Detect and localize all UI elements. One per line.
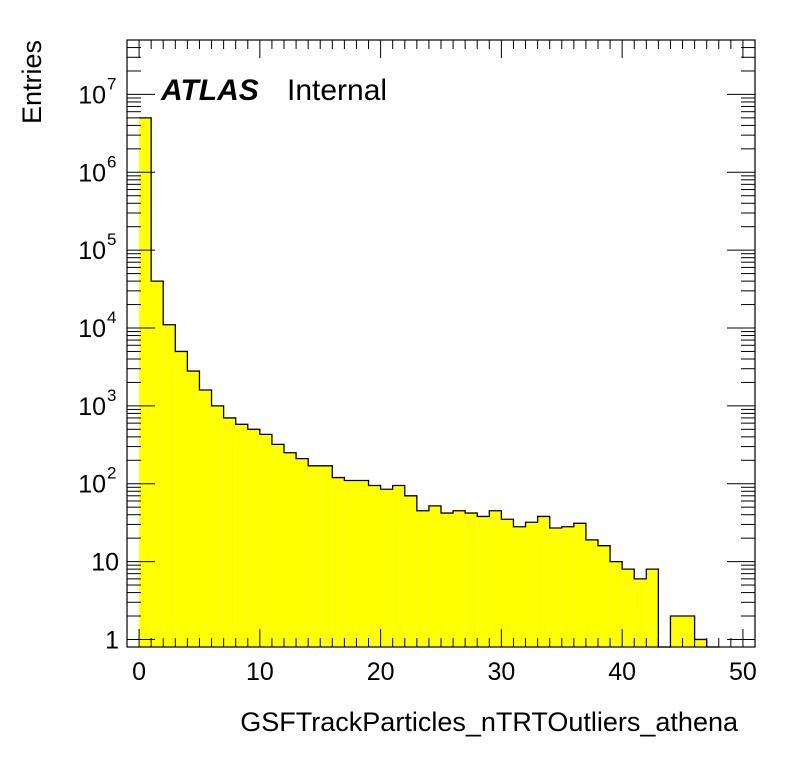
histogram-bar	[247, 429, 260, 647]
histogram-bar	[585, 539, 598, 647]
histogram-bar	[223, 417, 236, 647]
histogram-bar	[175, 351, 188, 647]
y-tick-label: 10	[78, 393, 106, 421]
y-axis-title: Entries	[17, 40, 47, 124]
histogram-bar	[356, 480, 369, 647]
histogram-bar	[284, 452, 297, 647]
x-tick-label: 50	[729, 658, 757, 686]
histogram-bar	[163, 324, 176, 647]
x-tick-label: 40	[608, 658, 636, 686]
histogram-bar	[187, 371, 200, 647]
x-axis-title: GSFTrackParticles_nTRTOutliers_athena	[240, 707, 739, 737]
histogram-bar	[598, 545, 611, 647]
y-tick-exponent: 7	[107, 74, 116, 93]
histogram-bar	[561, 526, 574, 647]
histogram-bar	[320, 465, 333, 647]
histogram-bar	[634, 578, 647, 647]
histogram-bar	[296, 458, 309, 647]
histogram-bar	[199, 389, 212, 647]
atlas-label: ATLAS	[160, 74, 259, 107]
histogram-bar	[332, 477, 345, 647]
histogram-bar	[368, 485, 381, 647]
histogram-bar	[694, 639, 707, 647]
histogram-bar	[489, 510, 502, 647]
histogram-layer	[139, 118, 743, 647]
y-tick-exponent: 6	[107, 152, 116, 171]
y-tick-exponent: 2	[107, 464, 116, 483]
y-tick-label: 10	[78, 81, 106, 109]
histogram-bar	[441, 513, 454, 647]
histogram-bar	[404, 495, 417, 647]
histogram-bar	[259, 434, 272, 647]
plot-frame	[126, 39, 756, 648]
histogram-bar	[525, 522, 538, 647]
y-tick-exponent: 4	[107, 308, 116, 327]
histogram-bar	[682, 616, 695, 647]
internal-label: Internal	[287, 74, 387, 107]
y-tick-label: 10	[78, 471, 106, 499]
x-tick-label: 30	[487, 658, 515, 686]
histogram-bar	[670, 616, 683, 647]
histogram-bar	[453, 510, 466, 647]
x-tick-label: 0	[132, 658, 146, 686]
y-tick-label: 10	[91, 549, 119, 577]
histogram-bar	[549, 528, 562, 647]
histogram-bar	[646, 569, 659, 647]
histogram-bar	[428, 505, 441, 647]
y-tick-exponent: 3	[107, 386, 116, 405]
histogram-bar	[308, 465, 321, 647]
y-tick-label: 10	[78, 237, 106, 265]
histogram-bar	[501, 519, 514, 647]
histogram-bar	[380, 489, 393, 647]
x-tick-label: 10	[246, 658, 274, 686]
histogram-bar	[610, 561, 623, 647]
tick-layer	[127, 39, 755, 647]
histogram-bar	[151, 281, 164, 647]
histogram-bar	[513, 526, 526, 647]
histogram-bar	[211, 405, 224, 647]
y-tick-exponent: 5	[107, 230, 116, 249]
histogram-bar	[392, 485, 405, 647]
histogram-bar	[465, 513, 478, 647]
x-tick-label: 20	[367, 658, 395, 686]
histogram-bar	[573, 523, 586, 647]
histogram-bar	[271, 444, 284, 647]
histogram-bar	[235, 424, 248, 647]
y-tick-label: 10	[78, 159, 106, 187]
histogram-bar	[622, 569, 635, 647]
histogram-bar	[416, 510, 429, 647]
histogram-bar	[537, 516, 550, 647]
histogram-bar	[344, 480, 357, 647]
y-tick-label: 1	[105, 626, 119, 654]
histogram-bar	[477, 516, 490, 647]
y-tick-label: 10	[78, 315, 106, 343]
